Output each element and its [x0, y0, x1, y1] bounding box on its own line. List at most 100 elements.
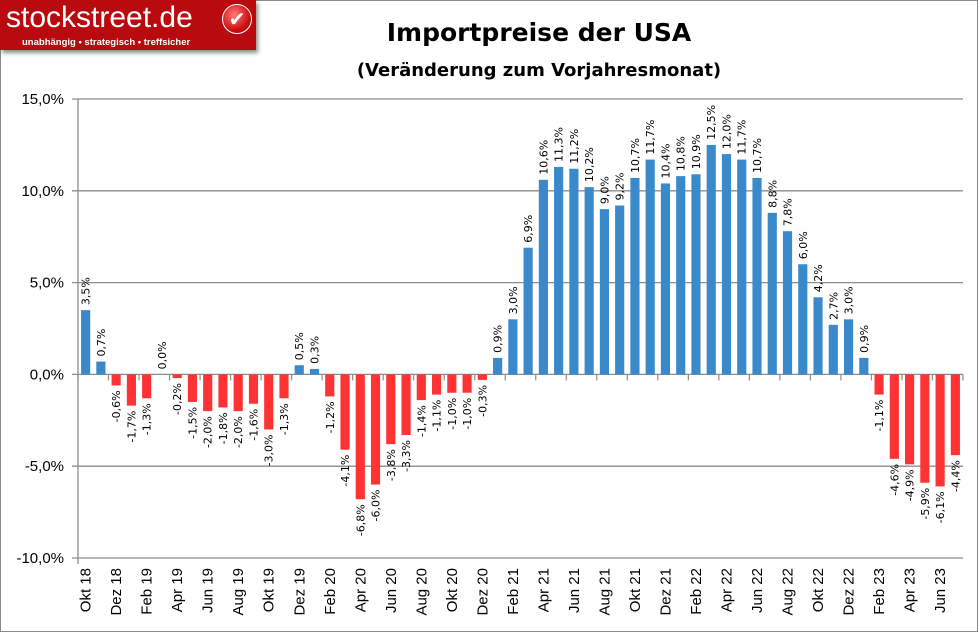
bar: [325, 374, 335, 397]
x-tick-label: Okt 19: [261, 568, 278, 612]
bar: [401, 374, 411, 435]
x-tick-label: Dez 22: [841, 568, 858, 616]
x-tick-label: Aug 20: [413, 568, 430, 616]
stockstreet-logo: stockstreet.de unabhängig • strategisch …: [0, 0, 256, 50]
bar: [630, 177, 640, 375]
data-label: 11,2%: [568, 129, 581, 164]
x-tick-label: Dez 20: [474, 568, 491, 616]
data-label: 3,5%: [80, 277, 93, 305]
data-label: 0,0%: [156, 341, 169, 369]
data-label: 11,7%: [644, 120, 657, 155]
data-label: 10,7%: [629, 138, 642, 173]
bar: [355, 374, 365, 500]
bar: [477, 374, 487, 380]
x-tick-label: Apr 21: [535, 568, 552, 612]
data-label: -6,0%: [370, 490, 383, 522]
x-tick-label: Feb 22: [688, 568, 705, 615]
x-tick-label: Jun 20: [383, 568, 400, 613]
bar: [843, 319, 854, 375]
checkmark-icon: ✔: [222, 4, 252, 34]
x-tick-label: Feb 20: [322, 568, 339, 615]
bar: [782, 231, 793, 375]
data-label: -2,0%: [232, 416, 245, 448]
bar: [798, 264, 808, 375]
data-label: -1,0%: [461, 398, 474, 430]
bar: [493, 357, 503, 375]
bar: [538, 179, 548, 375]
data-label: 8,8%: [766, 180, 779, 208]
x-tick-label: Jun 21: [566, 568, 583, 613]
bar: [279, 374, 289, 399]
bar: [615, 205, 625, 375]
data-label: 0,7%: [95, 329, 108, 357]
bar: [584, 187, 594, 375]
data-label: -2,0%: [202, 416, 215, 448]
logo-tagline: unabhängig • strategisch • treffsicher: [22, 37, 191, 48]
y-tick-label: 5,0%: [30, 275, 64, 292]
data-label: 6,9%: [522, 215, 535, 243]
bar: [142, 374, 152, 399]
y-tick-label: 15,0%: [21, 91, 64, 108]
data-label: 3,0%: [843, 286, 856, 314]
x-tick-label: Apr 19: [169, 568, 186, 612]
data-label: 10,4%: [659, 144, 672, 179]
x-tick-label: Apr 22: [718, 568, 735, 612]
y-tick-label: 0,0%: [30, 366, 64, 383]
bar: [264, 374, 274, 430]
data-label: -1,3%: [278, 403, 291, 435]
bar: [111, 374, 121, 386]
bar: [370, 374, 381, 485]
data-label: 0,5%: [293, 332, 306, 360]
bar: [828, 324, 838, 375]
bar: [96, 361, 106, 375]
bar: [233, 374, 243, 412]
data-label: 9,2%: [614, 173, 627, 201]
bar: [599, 209, 609, 375]
data-label: -3,8%: [385, 449, 398, 481]
data-label: -1,2%: [324, 401, 337, 433]
bar: [508, 319, 518, 375]
data-label: -4,6%: [888, 464, 901, 496]
data-label: 0,9%: [492, 325, 505, 353]
x-tick-label: Okt 18: [78, 568, 95, 612]
bar: [218, 374, 228, 408]
bar: [874, 374, 884, 395]
data-label: 11,3%: [553, 127, 566, 162]
bar: [737, 159, 747, 375]
data-label: -6,8%: [354, 504, 367, 536]
x-tick-label: Okt 21: [627, 568, 644, 612]
data-label: -1,7%: [125, 411, 138, 443]
bar: [81, 310, 91, 375]
data-label: 2,7%: [827, 292, 840, 320]
data-label: 6,0%: [797, 231, 810, 259]
bar: [660, 183, 671, 375]
bar: [920, 374, 930, 483]
data-label: -0,3%: [476, 385, 489, 417]
x-tick-label: Aug 19: [230, 568, 247, 616]
data-label: -4,1%: [339, 455, 352, 487]
chart-title: Importpreise der USA: [386, 18, 692, 47]
x-tick-label: Jun 19: [200, 568, 217, 613]
data-label: 10,6%: [537, 140, 550, 175]
x-tick-label: Aug 22: [780, 568, 797, 616]
data-label: 12,0%: [720, 114, 733, 149]
bar: [721, 154, 732, 375]
data-label: 10,7%: [751, 138, 764, 173]
data-label: -3,0%: [263, 434, 276, 466]
bar: [569, 168, 579, 375]
bar: [447, 374, 457, 393]
bar: [386, 374, 396, 445]
data-label: 7,8%: [782, 198, 795, 226]
logo-text: stockstreet.de: [6, 1, 193, 34]
bar: [523, 247, 533, 375]
data-label: 0,9%: [858, 325, 871, 353]
x-tick-label: Dez 21: [657, 568, 674, 616]
bar: [172, 374, 182, 379]
data-label: 12,5%: [705, 105, 718, 140]
bar: [950, 374, 960, 456]
x-tick-label: Aug 21: [596, 568, 613, 616]
bar: [294, 365, 304, 375]
data-label: -5,9%: [919, 488, 932, 520]
